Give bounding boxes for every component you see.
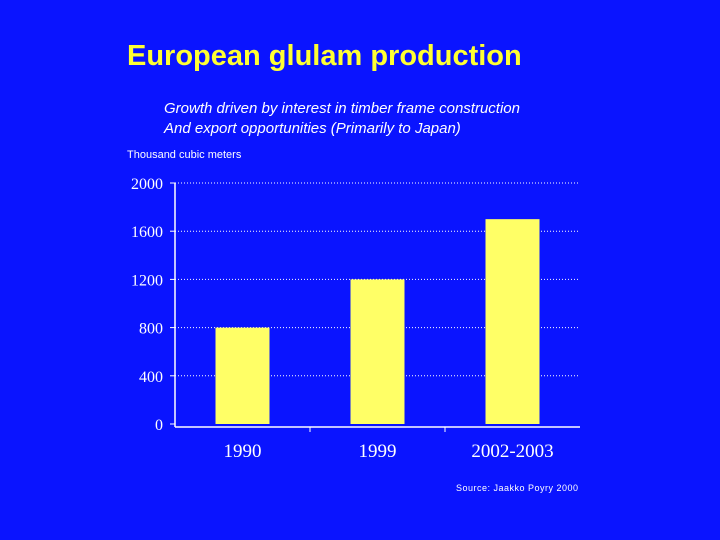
- bar-layer: [215, 219, 540, 424]
- y-tick-label-1600: 1600: [131, 224, 163, 241]
- axis-layer: [170, 182, 580, 432]
- x-tick-label-2002-2003: 2002-2003: [471, 441, 553, 462]
- y-tick-label-2000: 2000: [131, 176, 163, 193]
- y-axis-label: Thousand cubic meters: [127, 149, 242, 161]
- y-tick-label-1200: 1200: [131, 272, 163, 289]
- y-tick-label-800: 800: [139, 321, 163, 338]
- x-tick-label-1999: 1999: [359, 441, 397, 462]
- source-note: Source: Jaakko Poyry 2000: [456, 483, 579, 493]
- slide-title: European glulam production: [127, 40, 522, 72]
- bar-1999: [350, 279, 405, 424]
- bar-1990: [215, 327, 270, 424]
- x-tick-label-1990: 1990: [224, 441, 262, 462]
- y-tick-label-0: 0: [155, 417, 163, 434]
- y-tick-label-400: 400: [139, 369, 163, 386]
- label-layer: 0 400 800 1200 1600 2000 1990 1999 2002-2003: [131, 176, 554, 462]
- bar-2002-2003: [485, 219, 540, 424]
- subtitle-line-1: Growth driven by interest in timber fram…: [164, 100, 520, 117]
- subtitle-line-2: And export opportunities (Primarily to J…: [164, 120, 461, 137]
